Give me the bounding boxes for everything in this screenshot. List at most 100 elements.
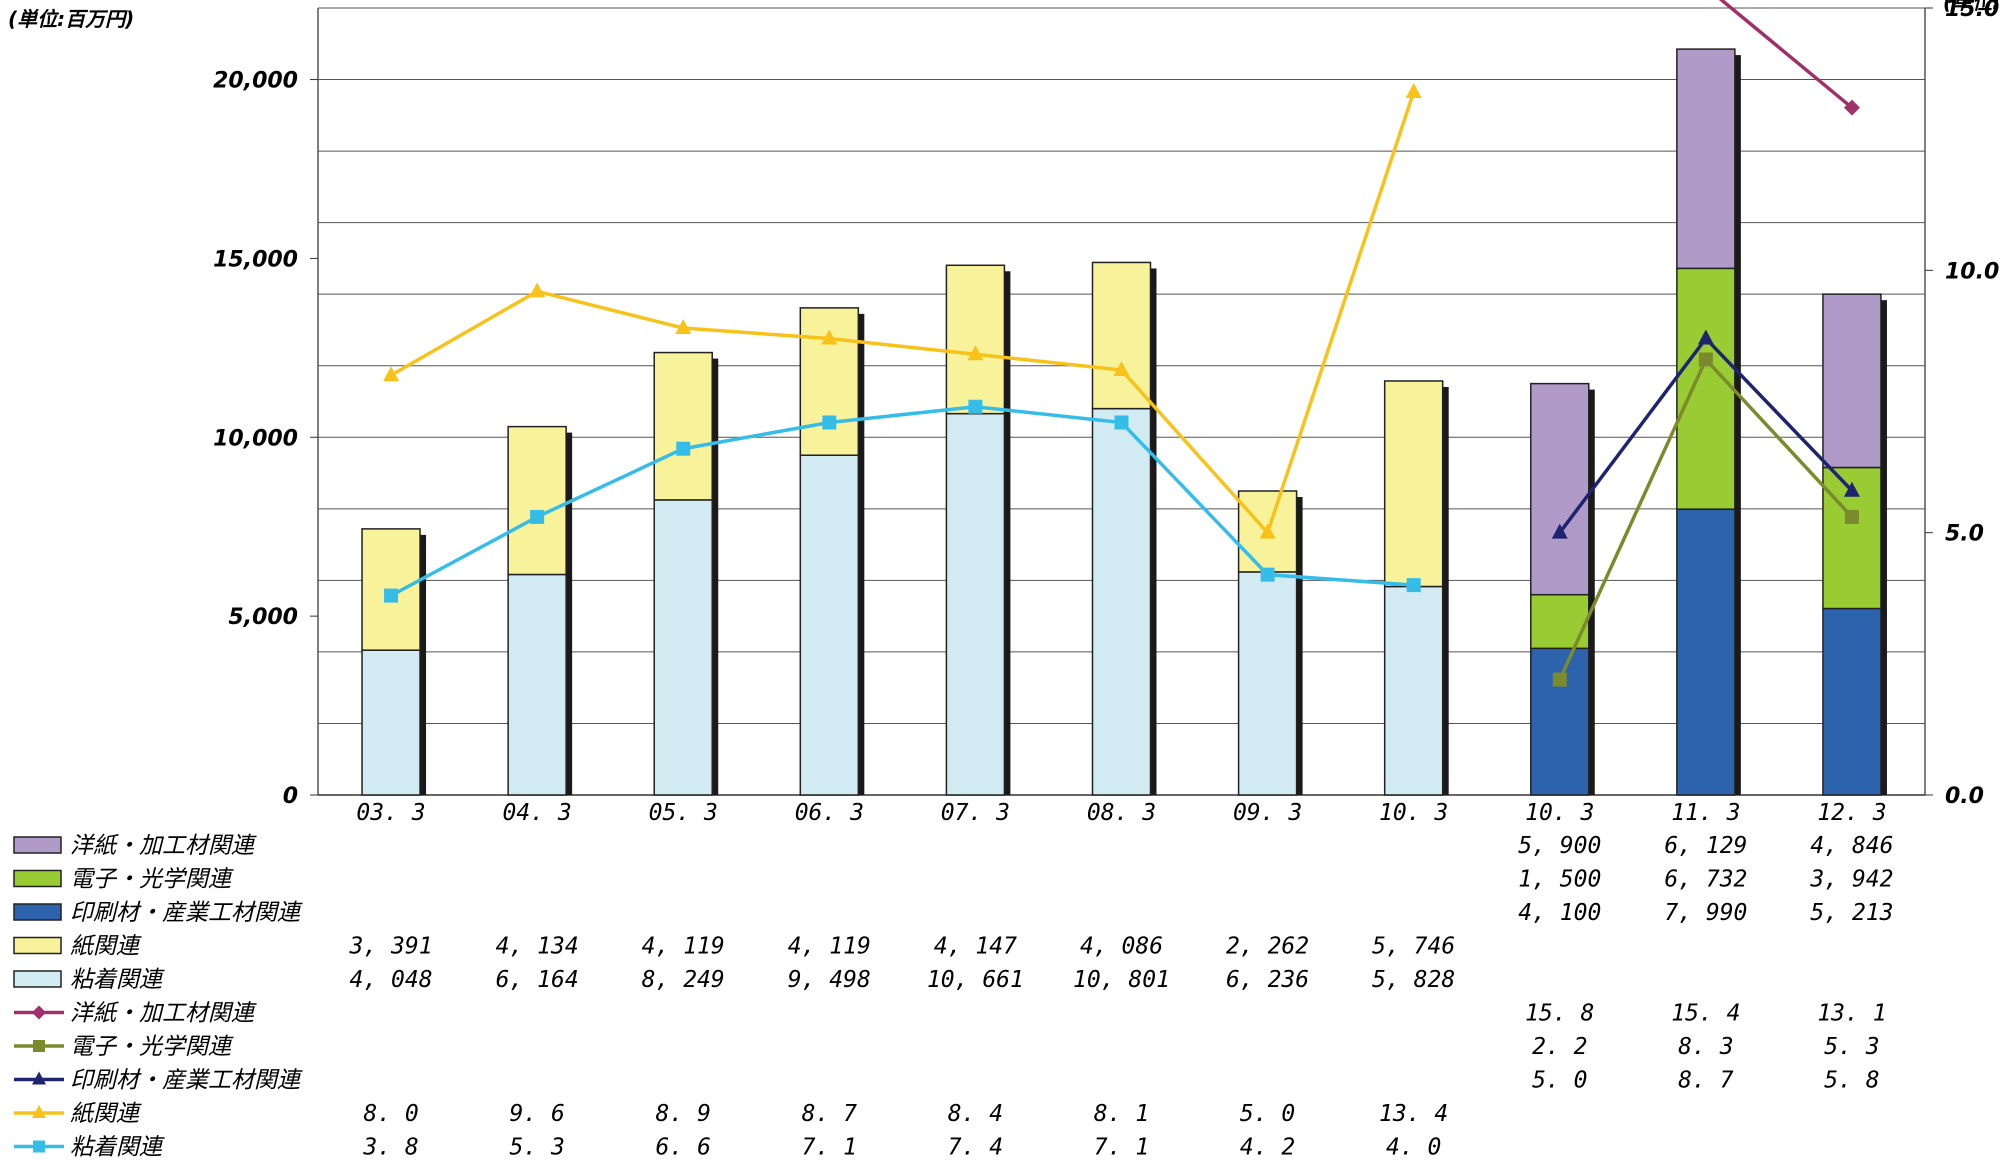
table-value: 10, 801: [1073, 967, 1170, 993]
bar-segment: [653, 351, 713, 501]
bar-segment: [945, 264, 1006, 415]
bar-segment: [507, 425, 567, 576]
line-point: [1551, 523, 1568, 539]
legend-label: 印刷材・産業工材関連: [70, 1068, 303, 1094]
legend-label: 電子・光学関連: [70, 867, 234, 893]
line-point: [529, 282, 546, 298]
bar-segment: [1530, 382, 1590, 596]
table-value: 3, 391: [348, 934, 432, 960]
table-value: 5, 213: [1810, 900, 1893, 926]
table-value: 8, 249: [642, 967, 725, 993]
category-label: 03. 3: [356, 800, 425, 826]
line-point: [1552, 672, 1567, 687]
legend-label: 粘着関連: [70, 1135, 165, 1161]
category-label: 08. 3: [1087, 800, 1156, 826]
table-value: 7. 4: [948, 1135, 1003, 1161]
line-point: [1843, 99, 1860, 116]
legend-marker: [32, 1071, 46, 1085]
legend-marker: [33, 1040, 45, 1052]
bar-segment: [1091, 261, 1152, 410]
line-point: [1844, 509, 1859, 524]
left-tick-label: 15,000: [213, 247, 298, 272]
left-tick-label: 10,000: [213, 426, 298, 451]
category-label: 06. 3: [795, 800, 864, 826]
line-point: [530, 509, 545, 524]
table-value: 5, 828: [1372, 967, 1455, 993]
lines: [383, 0, 1860, 687]
table-value: 5. 0: [1532, 1068, 1587, 1094]
line-point: [1405, 82, 1422, 98]
legend-marker: [33, 1140, 45, 1153]
table-value: 13. 4: [1379, 1101, 1448, 1127]
series-line: [1718, 0, 1854, 110]
line-point: [1698, 352, 1713, 367]
line-point: [1114, 415, 1129, 430]
table-value: 4. 2: [1240, 1135, 1295, 1161]
left-tick-label: 5,000: [228, 605, 298, 630]
series-line: [390, 91, 1416, 537]
table-value: 4, 846: [1810, 833, 1893, 859]
table-value: 2, 262: [1226, 934, 1309, 960]
line-point: [822, 415, 837, 430]
line-point: [1113, 361, 1130, 377]
left-tick-label: 20,000: [213, 69, 298, 94]
table-value: 3. 8: [362, 1135, 418, 1161]
right-tick-label: 5.0: [1945, 522, 1984, 547]
table-value: 8. 1: [1094, 1101, 1149, 1127]
line-point: [676, 441, 691, 456]
legend-marker: [32, 1105, 46, 1118]
right-tick-label: 15.0: [1945, 0, 1999, 22]
line-point: [968, 399, 983, 414]
legend-swatch: [13, 936, 62, 955]
bar-segment: [1530, 647, 1590, 796]
table-value: 4, 147: [934, 934, 1017, 960]
bar-segment: [1676, 48, 1736, 270]
table-value: 4, 119: [788, 934, 871, 960]
category-label: 10. 3: [1379, 800, 1448, 826]
table-value: 13. 1: [1817, 1001, 1886, 1027]
table-value: 9. 6: [509, 1101, 564, 1127]
table-value: 3, 942: [1809, 867, 1893, 893]
right-tick-label: 0.0: [1945, 784, 1984, 809]
table-value: 9, 498: [788, 967, 871, 993]
bar-segment: [1676, 508, 1736, 796]
table-value: 2. 2: [1532, 1034, 1587, 1060]
table-value: 6. 6: [656, 1135, 711, 1161]
legend-swatch: [13, 970, 62, 988]
table-value: 15. 4: [1671, 1001, 1740, 1027]
legend-label: 洋紙・加工材関連: [70, 1001, 257, 1027]
table-value: 7. 1: [802, 1135, 857, 1161]
bar-segment: [799, 454, 860, 796]
bar-segment: [1530, 593, 1590, 650]
right-unit-label: (単位:: [1943, 0, 2000, 14]
left-unit-label: (単位:百万円): [8, 7, 134, 31]
bar-segment: [1383, 585, 1444, 796]
legend-label: 洋紙・加工材関連: [70, 833, 257, 859]
category-label: 10. 3: [1525, 800, 1594, 826]
bar-segment: [1383, 380, 1444, 588]
line-point: [821, 329, 838, 345]
table-value: 8. 9: [656, 1101, 711, 1127]
table-value: 5. 3: [509, 1135, 564, 1161]
table-value: 8. 7: [802, 1101, 858, 1127]
line-point: [1259, 523, 1276, 539]
legend-label: 電子・光学関連: [70, 1034, 234, 1060]
table-value: 8. 3: [1678, 1034, 1733, 1060]
table-value: 5. 3: [1824, 1034, 1879, 1060]
line-point: [1406, 578, 1421, 593]
table-value: 4, 119: [642, 934, 725, 960]
table-value: 5, 900: [1518, 833, 1601, 859]
line-point: [967, 345, 984, 361]
legend-label: 印刷材・産業工材関連: [70, 900, 303, 926]
category-label: 07. 3: [941, 800, 1010, 826]
table-value: 4, 086: [1080, 934, 1163, 960]
legend-swatch: [13, 869, 62, 888]
bar-segment: [653, 499, 713, 796]
bar-segment: [1091, 407, 1152, 796]
bar-segment: [1822, 607, 1882, 796]
table-value: 6, 129: [1664, 833, 1747, 859]
category-label: 05. 3: [649, 800, 718, 826]
table-value: 4, 048: [349, 967, 432, 993]
table-value: 15. 8: [1525, 1001, 1594, 1027]
